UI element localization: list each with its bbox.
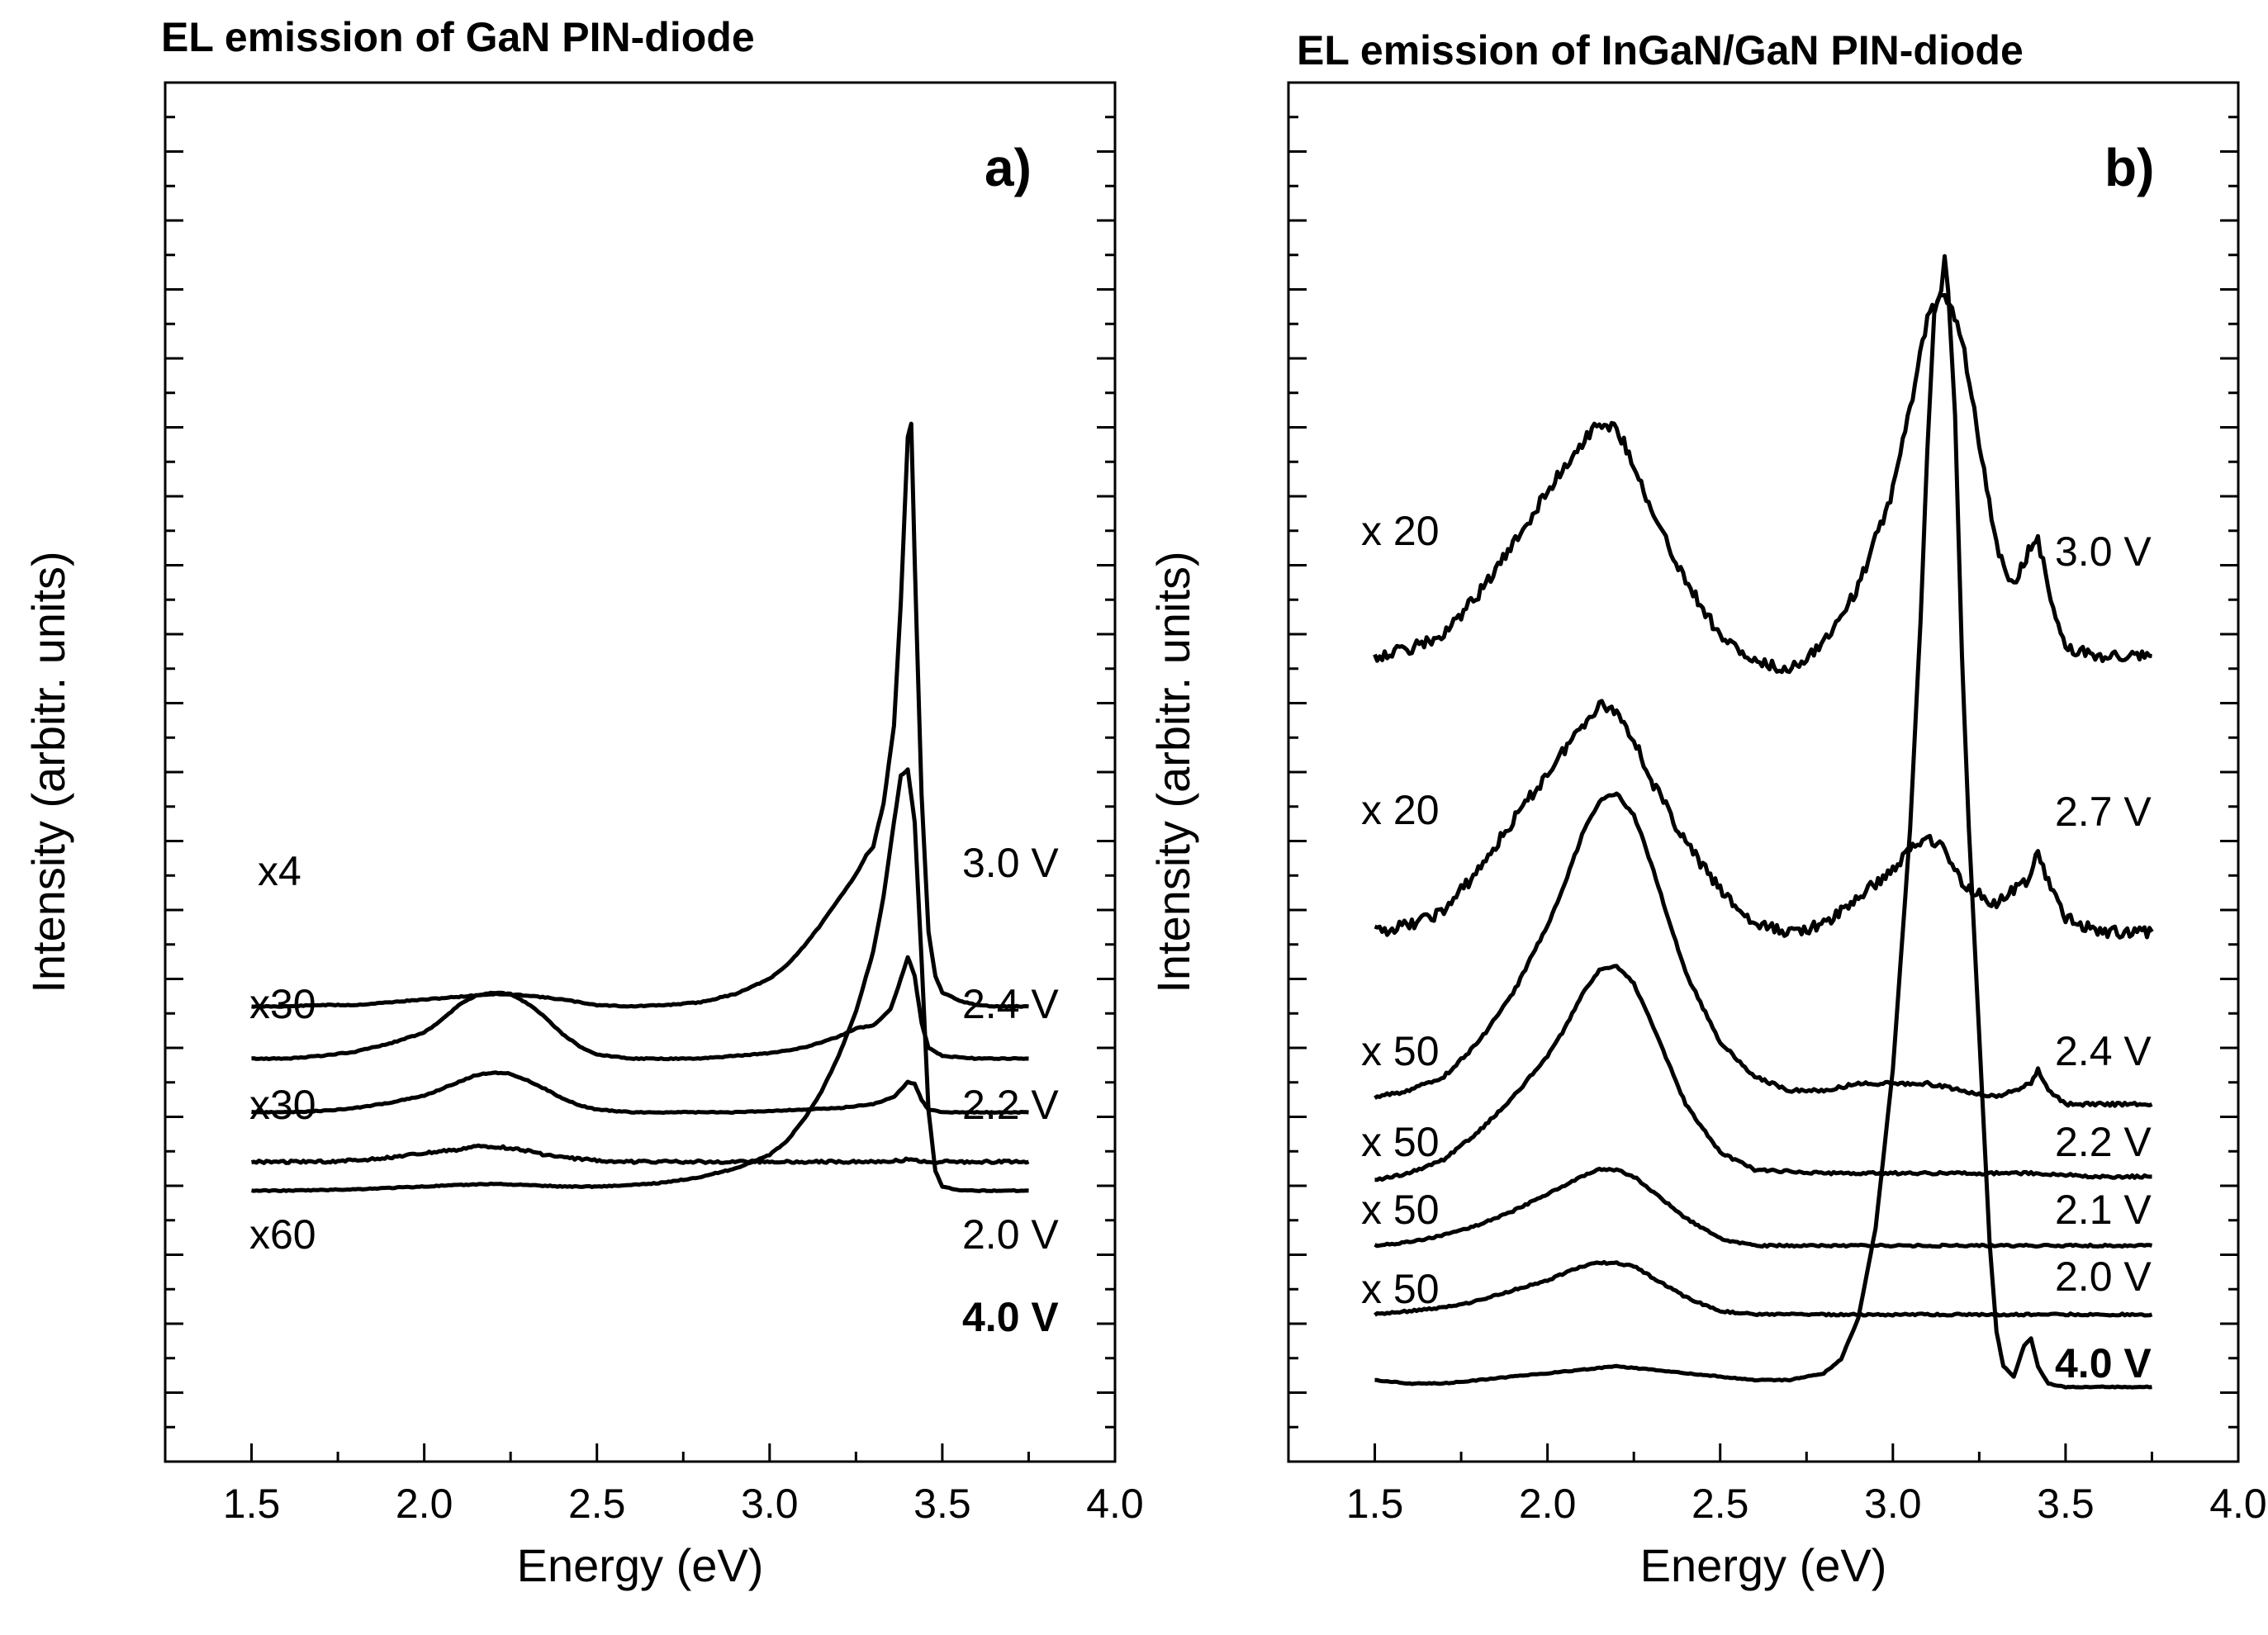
series-line-4-0-V [251,767,1029,1193]
x-tick-label: 2.0 [1519,1481,1577,1527]
panel-a-voltage-3-0: 3.0 V [962,840,1059,886]
series-line-3-0-V [1373,292,2152,675]
x-tick-label: 3.5 [2037,1481,2095,1527]
x-tick-label: 3.5 [913,1481,971,1527]
panel-a: EL emission of GaN PIN-diode a) 1.5 2.0 2.… [22,14,1144,1591]
panel-b-x-axis-label: Energy (eV) [1640,1539,1887,1591]
series-line-2-2-V [251,1070,1029,1116]
panel-a-y-ticks [165,116,1115,1463]
x-tick-label: 1.5 [1346,1481,1404,1527]
panel-a-multiplier-x60: x60 [249,1211,316,1258]
x-tick-label: 2.5 [568,1481,626,1527]
panel-a-y-axis-label: Intensity (arbitr. units) [22,551,74,993]
panel-b-voltage-4-0: 4.0 V [2055,1340,2152,1386]
panel-b-label: b) [2104,138,2154,197]
panel-b-multiplier-x50-c: x 50 [1361,1187,1440,1233]
panel-b-x-ticks: 1.5 2.0 2.5 3.0 3.5 4.0 [1287,1443,2267,1527]
x-tick-label: 3.0 [741,1481,799,1527]
series-line-2-2-V [1374,964,2152,1182]
panel-a-x-ticks: 1.5 2.0 2.5 3.0 3.5 4.0 [164,1443,1144,1527]
panel-b-voltage-2-2: 2.2 V [2055,1119,2152,1165]
panel-a-voltage-2-0: 2.0 V [962,1211,1059,1258]
panel-b-y-ticks [1288,116,2238,1463]
series-line-4-0-V [1374,254,2152,1390]
panel-b-voltage-2-1: 2.1 V [2055,1187,2152,1233]
panel-b-series [1373,254,2154,1390]
panel-b-y-axis-label: Intensity (arbitr. units) [1147,551,1199,993]
panel-a-voltage-4-0: 4.0 V [962,1294,1059,1340]
x-tick-label: 4.0 [2209,1481,2267,1527]
panel-b-voltage-2-4: 2.4 V [2055,1028,2152,1074]
panel-b-multiplier-x50-b: x 50 [1361,1119,1440,1165]
series-line-2-7-V [1374,699,2154,940]
panel-a-multiplier-x30-a: x30 [249,981,316,1027]
x-tick-label: 4.0 [1086,1481,1144,1527]
panel-b-multiplier-x20-b: x 20 [1361,787,1440,833]
panel-b-title: EL emission of InGaN/GaN PIN-diode [1297,27,2024,73]
panel-a-multiplier-x30-b: x30 [249,1082,316,1128]
x-tick-label: 2.5 [1692,1481,1749,1527]
panel-b-voltage-3-0: 3.0 V [2055,528,2152,575]
panel-b-multiplier-x50-d: x 50 [1361,1266,1440,1312]
x-tick-label: 3.0 [1864,1481,1922,1527]
panel-a-x-axis-label: Energy (eV) [517,1539,764,1591]
x-tick-label: 2.0 [396,1481,453,1527]
panel-a-label: a) [985,138,1032,197]
panel-b-voltage-2-0: 2.0 V [2055,1254,2152,1300]
panel-b-multiplier-x50-a: x 50 [1361,1028,1440,1074]
series-line-2-4-V [1374,791,2153,1108]
series-line-2-0-V [251,1143,1030,1165]
x-tick-label: 1.5 [223,1481,281,1527]
panel-b: EL emission of InGaN/GaN PIN-diode b) 1.… [1147,27,2267,1591]
panel-b-multiplier-x20-a: x 20 [1361,508,1440,554]
panel-a-multiplier-x4: x4 [258,848,301,894]
series-line-2-1-V [1374,1166,2153,1249]
panel-a-voltage-2-4: 2.4 V [962,981,1059,1027]
panel-a-series [251,421,1030,1193]
panel-b-voltage-2-7: 2.7 V [2055,789,2152,835]
panel-a-title: EL emission of GaN PIN-diode [161,14,755,60]
series-line-2-4-V [251,955,1029,1062]
panel-a-voltage-2-2: 2.2 V [962,1082,1059,1128]
series-line-3-0-V [251,421,1029,1009]
series-line-2-0-V [1374,1259,2153,1318]
